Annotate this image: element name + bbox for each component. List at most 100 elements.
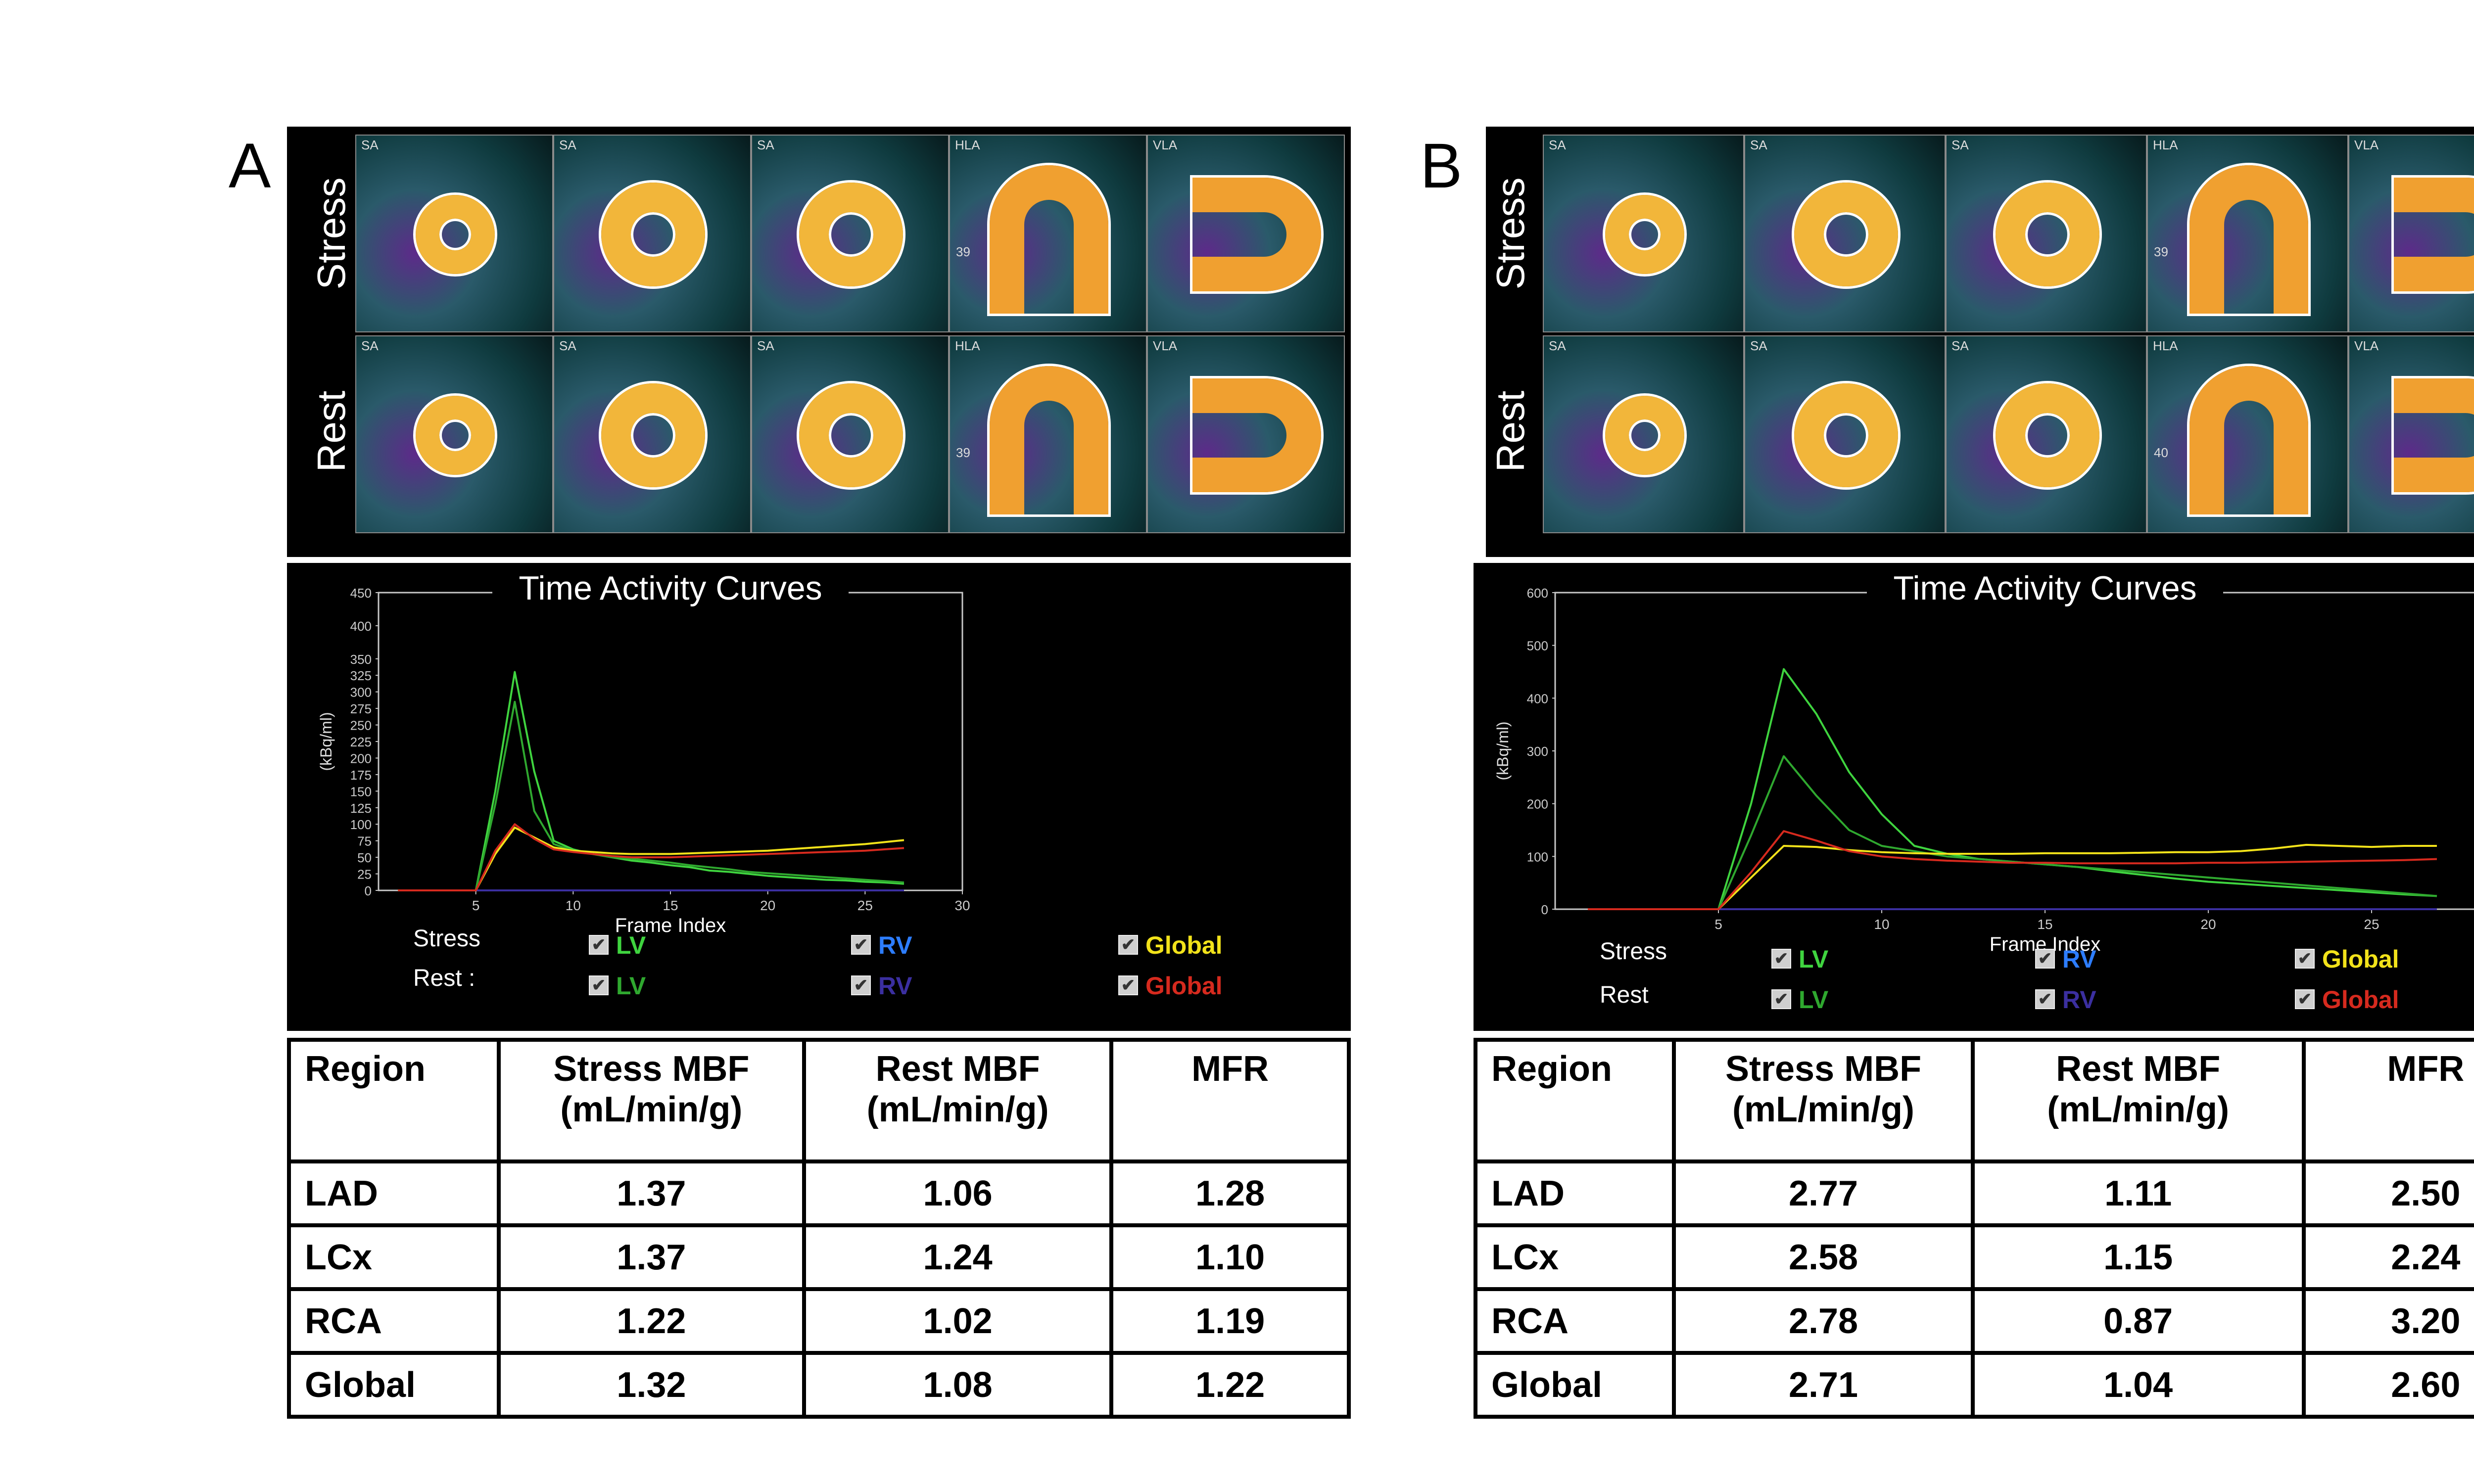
legend-checkbox-rest-lv[interactable]: ✔ (1771, 989, 1791, 1009)
y-tick-label: 75 (357, 834, 372, 849)
mbf-table: Region Stress MBF (mL/min/g) Rest MBF (mL/… (1473, 1038, 2474, 1419)
y-tick-label: 400 (1527, 691, 1548, 706)
tile-label: VLA (2354, 338, 2379, 353)
mbf-table: Region Stress MBF (mL/min/g) Rest MBF (mL/… (287, 1038, 1351, 1419)
region-cell: LAD (287, 1159, 501, 1227)
tile-label: SA (1750, 138, 1767, 152)
value-cell: 2.71 (1672, 1351, 1975, 1419)
y-tick-label: 200 (350, 751, 372, 766)
slice-tile-rest-5: VLA (1147, 335, 1345, 533)
y-tick-label: 450 (350, 586, 372, 601)
myocardium-ring (799, 383, 903, 487)
x-tick-label: 20 (760, 898, 775, 913)
myocardium-arch (2189, 366, 2308, 514)
legend-checkbox-stress-global[interactable]: ✔ (1118, 935, 1138, 955)
table-header-row: Region Stress MBF (mL/min/g) Rest MBF (mL/… (1473, 1038, 2474, 1163)
table-header-cell: Region (1473, 1038, 1676, 1163)
y-tick-label: 200 (1527, 797, 1548, 812)
region-cell: RCA (287, 1287, 501, 1355)
time-activity-chart: Time Activity Curves02550751001251501752… (317, 569, 970, 936)
x-tick-label: 15 (663, 898, 678, 913)
legend-label-stress-global: Global (1145, 931, 1223, 959)
y-axis-label: (kBq/ml) (317, 712, 335, 771)
y-tick-label: 100 (1527, 849, 1548, 864)
tile-label: VLA (1153, 138, 1178, 152)
slice-tile-stress-1: SA (355, 135, 553, 332)
slice-tile-rest-2: SA (1744, 335, 1946, 533)
table-header-cell: Stress MBF (mL/min/g) (496, 1038, 807, 1163)
tile-label: HLA (2153, 138, 2178, 152)
chart-title: Time Activity Curves (1893, 569, 2196, 607)
slice-tile-stress-3: SA (751, 135, 949, 332)
myocardium-ring (1995, 183, 2099, 286)
value-cell: 2.77 (1672, 1159, 1975, 1227)
myocardium-arch (2189, 165, 2308, 314)
legend-label-stress-rv: RV (2062, 945, 2096, 973)
legend-checkbox-rest-lv[interactable]: ✔ (589, 975, 609, 995)
title-bg (492, 573, 849, 603)
table-header-cell: MFR (2301, 1038, 2474, 1163)
myocardium-arch (990, 366, 1108, 514)
slice-number: 39 (956, 244, 970, 259)
slice-tile-stress-5: VLA (1147, 135, 1345, 332)
x-tick-label: 10 (1874, 917, 1889, 932)
value-cell: 2.50 (2301, 1159, 2474, 1227)
myocardium-ring (416, 396, 495, 475)
y-tick-label: 300 (1527, 744, 1548, 759)
value-cell: 1.37 (496, 1223, 807, 1291)
legend-checkbox-stress-rv[interactable]: ✔ (851, 935, 871, 955)
slice-tile-stress-4: HLA 39 (949, 135, 1147, 332)
legend-label-stress-lv: LV (616, 931, 646, 959)
slice-tile-stress-1: SA (1543, 135, 1744, 332)
value-cell: 3.20 (2301, 1287, 2474, 1355)
legend-checkbox-rest-rv[interactable]: ✔ (851, 975, 871, 995)
legend-label-stress-rv: RV (878, 931, 912, 959)
myocardium-arch (2394, 378, 2474, 492)
value-cell: 1.22 (1109, 1351, 1351, 1419)
tile-label: HLA (2153, 338, 2178, 353)
legend-stress-label: Stress (1600, 938, 1667, 965)
legend-checkbox-stress-rv[interactable]: ✔ (2035, 949, 2055, 969)
legend-checkbox-stress-lv[interactable]: ✔ (589, 935, 609, 955)
legend-checkbox-stress-global[interactable]: ✔ (2295, 949, 2315, 969)
value-cell: 1.10 (1109, 1223, 1351, 1291)
legend-label-rest-rv: RV (878, 972, 912, 1000)
y-tick-label: 50 (357, 850, 372, 865)
chart-title: Time Activity Curves (519, 569, 822, 607)
value-cell: 1.24 (802, 1223, 1114, 1291)
myocardium-ring (1605, 396, 1684, 475)
table-row: RCA 2.78 0.87 3.20 (1473, 1287, 2474, 1355)
tile-label: SA (1951, 338, 1969, 353)
slice-tile-rest-5: VLA (2348, 335, 2474, 533)
image-block-a: Stress Rest SA SA SA HLA 39 VLA SA SA SA HLA 39 VLA (287, 127, 1351, 557)
series-line-rest-global (1588, 830, 2437, 910)
plot-frame (378, 592, 963, 891)
value-cell: 1.02 (802, 1287, 1114, 1355)
y-tick-label: 400 (350, 619, 372, 634)
myocardium-ring (601, 183, 705, 286)
table-row: Global 2.71 1.04 2.60 (1473, 1351, 2474, 1419)
table-header-cell: Rest MBF (mL/min/g) (802, 1038, 1114, 1163)
chart-block-b: Time Activity Curves 0 100 200 300 400 500 600 5… (1474, 563, 2474, 1031)
y-tick-label: 500 (1527, 639, 1548, 653)
slice-tile-rest-4: HLA 39 (949, 335, 1147, 533)
value-cell: 1.32 (496, 1351, 807, 1419)
slice-number: 40 (2154, 445, 2168, 460)
slice-tile-rest-3: SA (1946, 335, 2147, 533)
x-tick-label: 10 (566, 898, 581, 913)
y-tick-label: 100 (350, 817, 372, 832)
row-label-stress: Stress (1488, 177, 1532, 290)
legend-checkbox-rest-global[interactable]: ✔ (1118, 975, 1138, 995)
value-cell: 0.87 (1970, 1287, 2306, 1355)
legend-checkbox-stress-lv[interactable]: ✔ (1771, 949, 1791, 969)
legend-checkbox-rest-global[interactable]: ✔ (2295, 989, 2315, 1009)
slice-tile-stress-2: SA (553, 135, 751, 332)
tile-label: SA (1549, 138, 1566, 152)
table-row: LCx 2.58 1.15 2.24 (1473, 1223, 2474, 1291)
y-tick-label: 350 (350, 652, 372, 667)
y-tick-label: 225 (350, 735, 372, 749)
tile-label: SA (361, 338, 379, 353)
x-tick-label: 20 (2200, 917, 2216, 932)
legend-checkbox-rest-rv[interactable]: ✔ (2035, 989, 2055, 1009)
legend-label-rest-rv: RV (2062, 986, 2096, 1014)
